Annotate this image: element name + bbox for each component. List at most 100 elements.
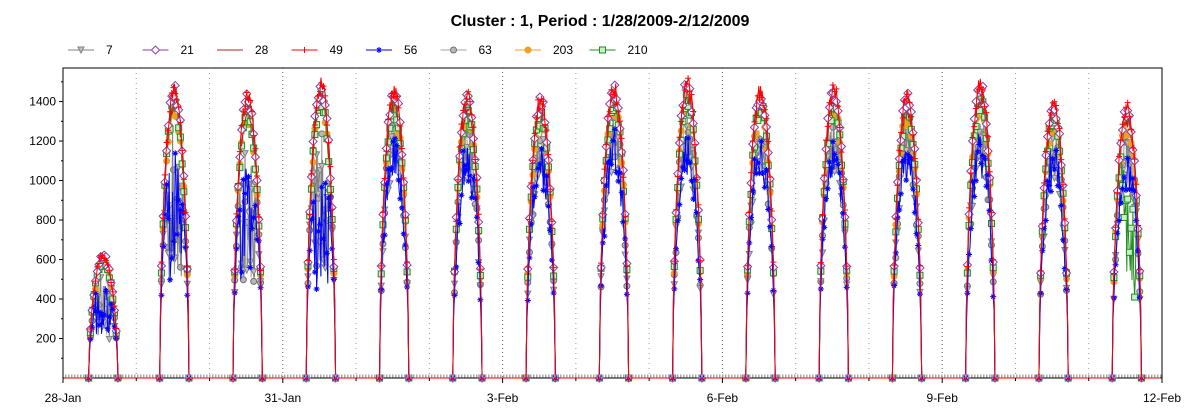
data-point bbox=[304, 257, 311, 264]
data-point bbox=[161, 211, 168, 218]
data-point bbox=[398, 204, 405, 211]
data-point bbox=[547, 227, 554, 234]
data-point bbox=[229, 375, 236, 381]
data-point bbox=[173, 97, 180, 104]
data-point bbox=[1046, 123, 1053, 130]
data-point bbox=[983, 109, 990, 116]
data-point bbox=[172, 150, 179, 157]
data-point bbox=[753, 112, 760, 119]
data-point bbox=[308, 170, 315, 177]
data-point bbox=[102, 257, 109, 264]
data-point bbox=[843, 263, 850, 270]
data-point bbox=[463, 96, 470, 103]
data-point bbox=[841, 207, 848, 214]
data-point bbox=[550, 289, 557, 296]
data-point bbox=[319, 256, 328, 265]
data-point bbox=[608, 161, 615, 168]
data-point bbox=[313, 105, 320, 112]
data-point bbox=[465, 88, 472, 95]
data-point bbox=[475, 259, 482, 266]
data-point bbox=[1041, 225, 1048, 232]
data-point bbox=[317, 163, 326, 171]
data-point bbox=[891, 282, 898, 289]
data-point bbox=[599, 210, 606, 217]
data-point bbox=[241, 150, 249, 158]
data-point bbox=[1039, 220, 1046, 227]
data-point bbox=[974, 148, 981, 155]
data-point bbox=[1128, 126, 1135, 133]
data-point bbox=[830, 168, 839, 176]
data-point bbox=[608, 86, 615, 93]
data-point bbox=[835, 161, 842, 168]
data-point bbox=[1127, 224, 1135, 232]
data-point bbox=[461, 162, 468, 169]
data-point bbox=[109, 306, 116, 313]
data-point bbox=[176, 263, 184, 271]
data-point bbox=[325, 139, 332, 146]
data-point bbox=[168, 255, 175, 262]
data-point bbox=[676, 134, 683, 141]
data-point bbox=[1131, 293, 1139, 301]
data-point bbox=[615, 178, 622, 185]
data-point bbox=[761, 184, 768, 191]
data-point bbox=[1035, 375, 1042, 381]
data-point bbox=[379, 209, 386, 216]
data-point bbox=[611, 92, 618, 99]
data-point bbox=[1124, 155, 1131, 162]
data-point bbox=[451, 292, 458, 299]
data-point bbox=[1063, 266, 1070, 273]
data-point bbox=[535, 96, 542, 103]
data-point bbox=[622, 213, 629, 220]
data-point bbox=[824, 185, 831, 192]
data-point bbox=[903, 95, 910, 102]
data-point bbox=[329, 245, 336, 252]
data-point bbox=[1119, 185, 1126, 192]
data-point bbox=[315, 228, 322, 235]
data-point bbox=[536, 161, 543, 168]
data-point bbox=[231, 266, 238, 273]
data-point bbox=[165, 215, 172, 222]
data-point bbox=[821, 224, 828, 231]
chart-title: Cluster : 1, Period : 1/28/2009-2/12/200… bbox=[451, 13, 750, 30]
data-point bbox=[683, 157, 690, 164]
data-point bbox=[615, 108, 622, 115]
data-point bbox=[395, 104, 402, 111]
data-point bbox=[620, 174, 627, 181]
data-point bbox=[744, 290, 751, 297]
data-point bbox=[108, 279, 115, 286]
data-point bbox=[681, 166, 688, 173]
data-point bbox=[113, 335, 120, 342]
data-point bbox=[1047, 188, 1054, 195]
data-point bbox=[330, 256, 337, 263]
data-point bbox=[381, 232, 388, 239]
data-point bbox=[986, 168, 993, 175]
data-point bbox=[690, 108, 697, 115]
legend-item-203: 203 bbox=[515, 43, 573, 57]
data-point bbox=[163, 181, 170, 188]
data-point bbox=[686, 159, 693, 166]
data-point bbox=[388, 90, 395, 97]
data-point bbox=[462, 143, 471, 152]
data-point bbox=[1046, 182, 1053, 189]
data-point bbox=[248, 108, 255, 115]
data-point bbox=[1042, 148, 1049, 155]
legend-label: 63 bbox=[479, 43, 493, 57]
data-point bbox=[1049, 155, 1056, 162]
data-point bbox=[1042, 217, 1049, 224]
data-point bbox=[985, 172, 992, 179]
data-point bbox=[748, 214, 755, 221]
data-point bbox=[1061, 215, 1068, 222]
data-point bbox=[671, 258, 678, 265]
data-point bbox=[175, 197, 182, 204]
data-point bbox=[383, 148, 390, 155]
data-point bbox=[1116, 217, 1123, 224]
data-point bbox=[679, 104, 686, 111]
data-point bbox=[179, 147, 186, 154]
y-tick-label: 1000 bbox=[29, 174, 56, 188]
data-point bbox=[317, 88, 324, 95]
data-point bbox=[542, 137, 552, 148]
data-point bbox=[313, 286, 320, 293]
data-point bbox=[310, 199, 317, 206]
data-point bbox=[691, 176, 698, 183]
